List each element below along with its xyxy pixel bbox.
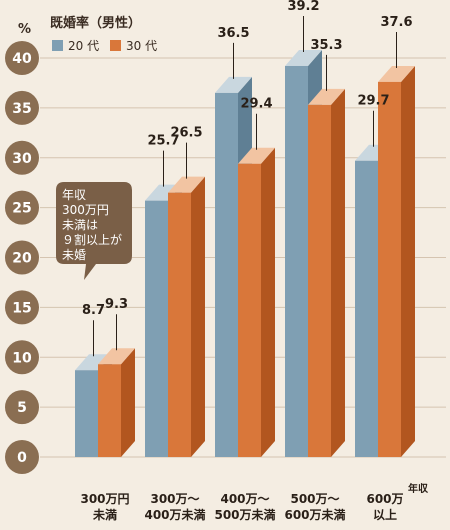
y-tick-badge xyxy=(5,240,39,275)
legend-swatch-20s xyxy=(52,40,63,51)
y-tick-label: 30 xyxy=(12,151,32,167)
bar-side xyxy=(331,88,345,457)
category-label: 400万～ xyxy=(220,492,269,506)
bar-top xyxy=(215,76,252,93)
category-label: 500万～ xyxy=(290,492,339,506)
value-label: 35.3 xyxy=(310,38,342,53)
value-labels-layer: 8.7 9.3 25.726.5 36.5 29.4 39.2 35.3 29.7 37.6 xyxy=(82,0,413,357)
y-tick-badge xyxy=(5,290,39,325)
category-label: 300万円 xyxy=(80,492,129,506)
bar-front xyxy=(168,192,191,457)
category-label: 300万～ xyxy=(150,492,199,506)
legend-label-30s: 30 代 xyxy=(126,39,157,53)
value-label: 8.7 xyxy=(82,303,105,318)
bar-top xyxy=(308,88,345,105)
y-axis-ticks: 0 5 10 15 20 25 30 35 40 xyxy=(5,41,39,474)
y-tick-label: 35 xyxy=(12,101,31,117)
callout-bubble xyxy=(56,182,132,280)
bar-top xyxy=(378,65,415,82)
y-tick-label: 0 xyxy=(17,450,27,466)
callout-line-3: 未満は xyxy=(62,218,98,232)
bar-front xyxy=(98,364,121,457)
value-label: 9.3 xyxy=(105,297,128,312)
value-label: 37.6 xyxy=(380,15,412,30)
bar-front xyxy=(308,104,331,457)
bar-side xyxy=(191,176,205,457)
bar-top xyxy=(98,348,135,365)
y-tick-badge xyxy=(5,190,39,225)
bar-top xyxy=(168,176,205,193)
bar-front xyxy=(145,200,168,457)
category-label: 500万未満 xyxy=(214,507,275,522)
bar-top xyxy=(75,354,112,371)
value-label: 29.7 xyxy=(357,94,389,109)
y-unit-label: % xyxy=(18,22,31,37)
bar-30s-cat3 xyxy=(238,147,275,458)
y-tick-badge xyxy=(5,440,39,474)
bar-front xyxy=(285,65,308,457)
value-label: 26.5 xyxy=(170,126,202,141)
bar-30s-cat4 xyxy=(308,88,345,457)
y-tick-label: 25 xyxy=(12,201,31,217)
bar-front xyxy=(378,81,401,457)
category-label: 600万未満 xyxy=(284,507,345,522)
bar-side xyxy=(401,65,415,457)
y-tick-label: 20 xyxy=(12,251,32,267)
callout-line-5: 未婚 xyxy=(62,248,86,262)
bar-front xyxy=(355,160,378,457)
bar-front xyxy=(238,163,261,458)
callout-line-4: ９割以上が xyxy=(62,232,122,247)
bar-top xyxy=(238,147,275,164)
bar-side xyxy=(121,348,135,457)
chart-title: 既婚率（男性） xyxy=(50,15,141,31)
value-label: 36.5 xyxy=(217,26,249,41)
x-axis-label: 年収 xyxy=(408,482,429,495)
legend: 20 代 30 代 xyxy=(52,39,157,53)
legend-label-20s: 20 代 xyxy=(68,39,99,53)
bar-30s-cat5 xyxy=(378,65,415,457)
bar-top xyxy=(285,49,322,66)
bar-side xyxy=(261,147,275,458)
y-tick-label: 10 xyxy=(12,350,32,366)
y-tick-badge xyxy=(5,90,39,125)
y-tick-label: 40 xyxy=(12,51,32,67)
category-label: 400万未満 xyxy=(144,507,205,522)
callout-line-1: 年収 xyxy=(62,188,86,202)
y-tick-badge xyxy=(5,340,39,375)
category-label: 以上 xyxy=(373,507,397,522)
y-tick-badge xyxy=(5,390,39,425)
bar-front xyxy=(75,370,98,457)
bar-front xyxy=(215,92,238,457)
legend-swatch-30s xyxy=(110,40,121,51)
bar-30s-cat2 xyxy=(168,176,205,457)
bar-30s-cat1 xyxy=(98,348,135,457)
value-label: 39.2 xyxy=(287,0,319,14)
bars-layer xyxy=(75,49,415,458)
category-label: 600万 xyxy=(366,492,403,506)
y-tick-label: 5 xyxy=(17,400,27,416)
value-label: 25.7 xyxy=(147,134,179,149)
callout-line-2: 300万円 xyxy=(62,203,109,217)
callout-annotation: 年収 300万円 未満は ９割以上が 未婚 xyxy=(56,182,132,280)
y-tick-badge xyxy=(5,41,39,75)
category-label: 未満 xyxy=(92,507,117,522)
value-label: 29.4 xyxy=(240,97,272,112)
y-tick-label: 15 xyxy=(12,300,31,316)
y-tick-badge xyxy=(5,140,39,175)
